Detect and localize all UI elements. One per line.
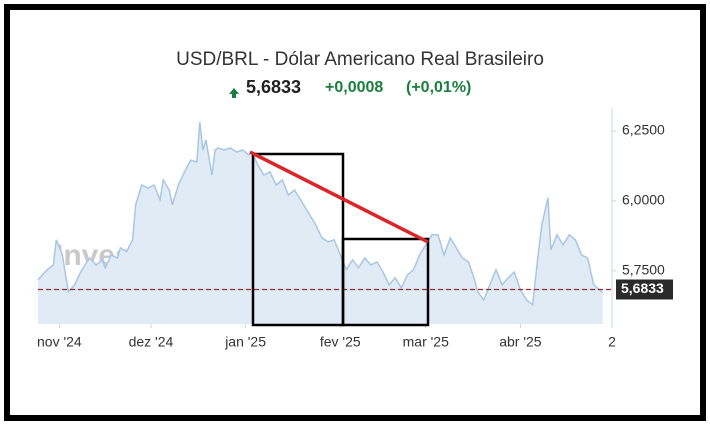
up-arrow (229, 88, 239, 98)
y-tick-label: 6,0000 (622, 192, 665, 208)
change: +0,0008 (325, 79, 383, 96)
price: 5,6833 (246, 77, 301, 97)
x-tick-label: nov '24 (37, 334, 82, 350)
x-tick-label: jan '25 (224, 334, 266, 350)
line (37, 121, 604, 307)
area (38, 122, 603, 324)
x-tick-label: mar '25 (403, 334, 449, 350)
annotations (249, 150, 430, 327)
annotation-trendline (249, 150, 429, 244)
change-percent: (+0,01%) (406, 79, 471, 96)
x-tick-label: 2 (608, 334, 616, 350)
y-tick-label: 5,7500 (622, 262, 665, 278)
x-tick-label: dez '24 (129, 334, 174, 350)
annotation-box (341, 237, 430, 327)
y-tick-label: 6,2500 (622, 122, 665, 138)
last-price-box (616, 279, 673, 300)
x-tick-label: fev '25 (320, 334, 361, 350)
frame (4, 4, 706, 421)
x-tick-label: abr '25 (499, 334, 542, 350)
last-price-label: 5,6833 (621, 280, 664, 296)
chart-title: USD/BRL - Dólar Americano Real Brasileir… (176, 49, 544, 70)
